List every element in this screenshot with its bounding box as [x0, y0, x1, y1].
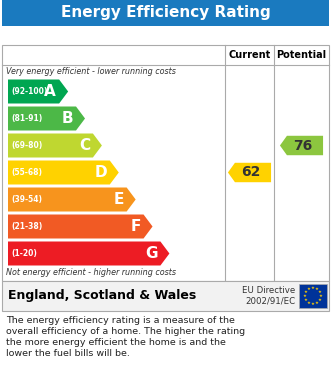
- Text: (1-20): (1-20): [11, 249, 37, 258]
- Text: Current: Current: [228, 50, 271, 60]
- Text: Energy Efficiency Rating: Energy Efficiency Rating: [61, 6, 270, 20]
- Polygon shape: [8, 106, 85, 131]
- Text: (81-91): (81-91): [11, 114, 42, 123]
- Text: Very energy efficient - lower running costs: Very energy efficient - lower running co…: [6, 67, 176, 76]
- Bar: [2, 0, 329, 26]
- Text: ★: ★: [307, 287, 311, 291]
- Text: ★: ★: [303, 294, 307, 298]
- Bar: [299, 284, 327, 308]
- Text: F: F: [130, 219, 141, 234]
- Text: (21-38): (21-38): [11, 222, 42, 231]
- Bar: [2, 45, 329, 281]
- Text: lower the fuel bills will be.: lower the fuel bills will be.: [6, 349, 130, 358]
- Text: EU Directive: EU Directive: [242, 286, 295, 295]
- Text: ★: ★: [307, 301, 311, 305]
- Text: Not energy efficient - higher running costs: Not energy efficient - higher running co…: [6, 268, 176, 277]
- Polygon shape: [228, 163, 271, 182]
- Polygon shape: [8, 79, 68, 104]
- Text: (92-100): (92-100): [11, 87, 47, 96]
- Polygon shape: [8, 242, 169, 266]
- Text: (55-68): (55-68): [11, 168, 42, 177]
- Text: 76: 76: [293, 138, 312, 152]
- Text: the more energy efficient the home is and the: the more energy efficient the home is an…: [6, 338, 226, 347]
- Text: ★: ★: [315, 287, 319, 291]
- Text: ★: ★: [311, 286, 315, 290]
- Text: ★: ★: [318, 298, 322, 302]
- Text: ★: ★: [304, 290, 308, 294]
- Text: C: C: [79, 138, 90, 153]
- Text: ★: ★: [304, 298, 308, 302]
- Text: G: G: [145, 246, 158, 261]
- Text: B: B: [61, 111, 73, 126]
- Text: A: A: [44, 84, 56, 99]
- Polygon shape: [8, 214, 153, 239]
- Polygon shape: [8, 134, 102, 158]
- Text: (69-80): (69-80): [11, 141, 42, 150]
- Text: 2002/91/EC: 2002/91/EC: [245, 297, 295, 306]
- Text: ★: ★: [311, 302, 315, 306]
- Text: overall efficiency of a home. The higher the rating: overall efficiency of a home. The higher…: [6, 327, 245, 336]
- Text: ★: ★: [318, 290, 322, 294]
- Text: E: E: [113, 192, 124, 207]
- Text: The energy efficiency rating is a measure of the: The energy efficiency rating is a measur…: [6, 316, 235, 325]
- Polygon shape: [280, 136, 323, 155]
- Text: ★: ★: [315, 301, 319, 305]
- Text: D: D: [94, 165, 107, 180]
- Text: ★: ★: [319, 294, 323, 298]
- Polygon shape: [8, 161, 119, 184]
- Text: Potential: Potential: [276, 50, 327, 60]
- Text: (39-54): (39-54): [11, 195, 42, 204]
- Polygon shape: [8, 187, 136, 211]
- Text: England, Scotland & Wales: England, Scotland & Wales: [8, 289, 196, 302]
- Text: 62: 62: [241, 165, 260, 180]
- Bar: [2, 281, 329, 311]
